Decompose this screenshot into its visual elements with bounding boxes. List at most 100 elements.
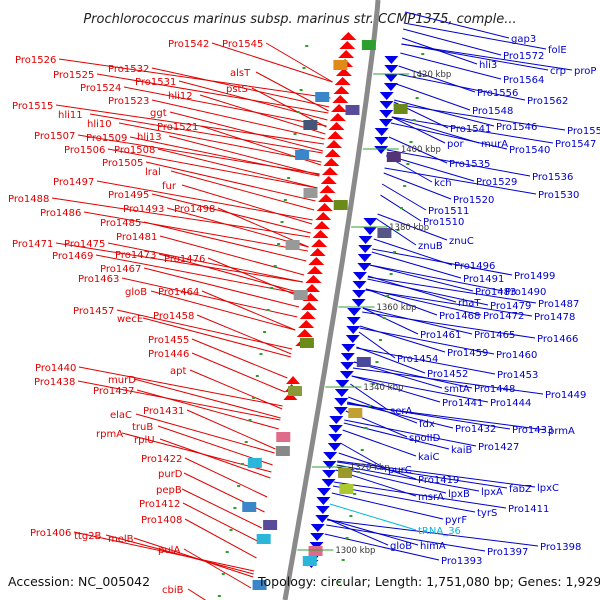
left-gene-label[interactable]: lral	[145, 167, 161, 178]
left-gene-label[interactable]: gloB	[125, 287, 147, 298]
left-gene-label[interactable]: hli12	[168, 91, 193, 102]
right-gene-label[interactable]: hli3	[479, 60, 497, 71]
left-gene-label[interactable]: Pro1458	[153, 311, 194, 322]
left-gene-label[interactable]: Pro1542	[168, 39, 209, 50]
right-gene-label[interactable]: crp	[550, 66, 566, 77]
right-gene-label[interactable]: Pro1496	[454, 261, 495, 272]
left-gene-label[interactable]: Pro1521	[157, 122, 198, 133]
left-gene-label[interactable]: Pro1488	[8, 194, 49, 205]
left-gene-label[interactable]: Pro1495	[108, 190, 149, 201]
right-gene-label[interactable]: Pro1540	[509, 145, 550, 156]
right-gene-label[interactable]: kaiB	[451, 445, 473, 456]
right-gene-label[interactable]: lpxC	[537, 483, 559, 494]
left-gene-label[interactable]: truB	[132, 422, 153, 433]
left-gene-label[interactable]: cbiB	[162, 585, 184, 596]
left-gene-label[interactable]: Pro1467	[100, 264, 141, 275]
left-gene-label[interactable]: Pro1437	[93, 386, 134, 397]
left-gene-label[interactable]: rpmA	[96, 429, 123, 440]
right-gene-label[interactable]: Pro1520	[453, 195, 494, 206]
right-gene-label[interactable]: fabZ	[509, 484, 532, 495]
right-gene-label[interactable]: murA	[481, 139, 508, 150]
left-gene-label[interactable]: Pro1481	[116, 232, 157, 243]
right-gene-label[interactable]: lpxB	[448, 489, 470, 500]
right-gene-label[interactable]: Pro1459	[447, 348, 488, 359]
left-gene-label[interactable]: Pro1476	[164, 254, 205, 265]
right-gene-label[interactable]: gap3	[511, 34, 536, 45]
right-gene-label[interactable]: Pro1546	[496, 122, 537, 133]
right-gene-label[interactable]: Pro1466	[537, 334, 578, 345]
left-gene-label[interactable]: Pro1508	[114, 145, 155, 156]
right-gene-label[interactable]: folE	[548, 45, 567, 56]
right-gene-label[interactable]: Pro1411	[508, 504, 549, 515]
left-gene-label[interactable]: Pro1473	[115, 250, 156, 261]
right-gene-label[interactable]: Pro1427	[478, 442, 519, 453]
left-gene-label[interactable]: Pro1422	[141, 454, 182, 465]
right-gene-label[interactable]: gloB	[390, 541, 412, 552]
right-gene-label[interactable]: Pro1511	[428, 206, 469, 217]
right-gene-label[interactable]: Pro1472	[483, 311, 524, 322]
left-gene-label[interactable]: Pro1509	[86, 133, 127, 144]
right-gene-label[interactable]: tRNA_36	[418, 526, 461, 537]
right-gene-label[interactable]: Pro1397	[487, 547, 528, 558]
left-gene-label[interactable]: Pro1507	[34, 131, 75, 142]
right-gene-label[interactable]: Pro1541	[450, 124, 491, 135]
right-gene-label[interactable]: Pro1465	[474, 330, 515, 341]
right-gene-label[interactable]: Pro1548	[472, 106, 513, 117]
right-gene-label[interactable]: Pro1562	[527, 96, 568, 107]
left-gene-label[interactable]: hli13	[137, 132, 162, 143]
right-gene-label[interactable]: spoIID	[409, 433, 441, 444]
right-gene-label[interactable]: Pro1460	[496, 350, 537, 361]
right-gene-label[interactable]: Pro1491	[463, 274, 504, 285]
right-gene-label[interactable]: Pro1461	[420, 330, 461, 341]
right-gene-label[interactable]: Pro1556	[477, 88, 518, 99]
right-gene-label[interactable]: kaiC	[418, 452, 440, 463]
left-gene-label[interactable]: Pro1505	[102, 158, 143, 169]
left-gene-label[interactable]: Pro1440	[35, 363, 76, 374]
left-gene-label[interactable]: alsT	[230, 68, 251, 79]
left-gene-label[interactable]: Pro1406	[30, 528, 71, 539]
right-gene-label[interactable]: tyrS	[477, 508, 497, 519]
right-gene-label[interactable]: Pro1552	[567, 126, 600, 137]
right-gene-label[interactable]: kch	[434, 178, 452, 189]
right-gene-label[interactable]: Pro1452	[427, 369, 468, 380]
right-gene-label[interactable]: Pro1479	[490, 301, 531, 312]
left-gene-label[interactable]: Pro1524	[80, 83, 121, 94]
right-gene-label[interactable]: Pro1547	[555, 139, 596, 150]
right-gene-label[interactable]: Pro1433	[512, 425, 553, 436]
left-gene-label[interactable]: Pro1412	[139, 499, 180, 510]
left-gene-label[interactable]: apt	[170, 366, 186, 377]
left-gene-label[interactable]: Pro1438	[34, 377, 75, 388]
right-gene-label[interactable]: lpxA	[481, 487, 503, 498]
right-gene-label[interactable]: Pro1393	[441, 556, 482, 567]
left-gene-label[interactable]: hli10	[87, 119, 112, 130]
left-gene-label[interactable]: hli11	[58, 110, 83, 121]
right-gene-label[interactable]: Pro1529	[476, 177, 517, 188]
left-gene-label[interactable]: Pro1469	[52, 251, 93, 262]
right-gene-label[interactable]: Pro1468	[439, 311, 480, 322]
right-gene-label[interactable]: Pro1535	[449, 159, 490, 170]
right-gene-label[interactable]: Pro1572	[503, 51, 544, 62]
right-gene-label[interactable]: purC	[388, 465, 412, 476]
right-gene-label[interactable]: prmA	[548, 426, 575, 437]
left-gene-label[interactable]: Pro1531	[135, 77, 176, 88]
left-gene-label[interactable]: Pro1408	[141, 515, 182, 526]
left-gene-label[interactable]: melB	[108, 534, 134, 545]
left-gene-label[interactable]: Pro1497	[53, 177, 94, 188]
left-gene-label[interactable]: Pro1475	[64, 239, 105, 250]
right-gene-label[interactable]: smtA	[444, 384, 470, 395]
right-gene-label[interactable]: fdx	[419, 419, 435, 430]
right-gene-label[interactable]: Pro1419	[418, 475, 459, 486]
left-gene-label[interactable]: pulA	[158, 545, 180, 556]
left-gene-label[interactable]: pepB	[156, 485, 182, 496]
right-gene-label[interactable]: Pro1441	[442, 398, 483, 409]
right-gene-label[interactable]: rhaT	[458, 298, 481, 309]
left-gene-label[interactable]: wecE	[117, 314, 143, 325]
right-gene-label[interactable]: Pro1478	[534, 312, 575, 323]
right-gene-label[interactable]: por	[447, 139, 464, 150]
left-gene-label[interactable]: Pro1464	[158, 287, 199, 298]
right-gene-label[interactable]: himA	[420, 541, 446, 552]
right-gene-label[interactable]: Pro1536	[532, 172, 573, 183]
right-gene-label[interactable]: znuB	[418, 241, 443, 252]
right-gene-label[interactable]: Pro1454	[397, 354, 438, 365]
right-gene-label[interactable]: Pro1510	[423, 217, 464, 228]
